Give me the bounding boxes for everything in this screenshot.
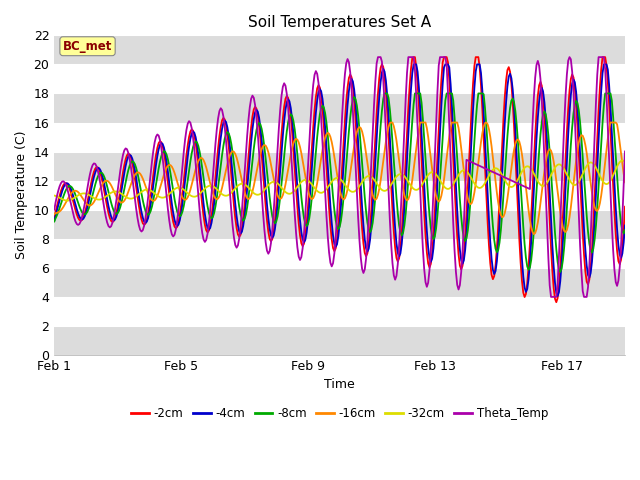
X-axis label: Time: Time bbox=[324, 378, 355, 391]
Bar bbox=[54, 36, 625, 64]
Bar bbox=[54, 326, 625, 355]
Title: Soil Temperatures Set A: Soil Temperatures Set A bbox=[248, 15, 431, 30]
Bar bbox=[54, 152, 625, 180]
Bar bbox=[54, 210, 625, 239]
Bar bbox=[54, 94, 625, 122]
Bar bbox=[54, 268, 625, 297]
Text: BC_met: BC_met bbox=[63, 40, 112, 53]
Legend: -2cm, -4cm, -8cm, -16cm, -32cm, Theta_Temp: -2cm, -4cm, -8cm, -16cm, -32cm, Theta_Te… bbox=[127, 402, 553, 425]
Y-axis label: Soil Temperature (C): Soil Temperature (C) bbox=[15, 131, 28, 259]
